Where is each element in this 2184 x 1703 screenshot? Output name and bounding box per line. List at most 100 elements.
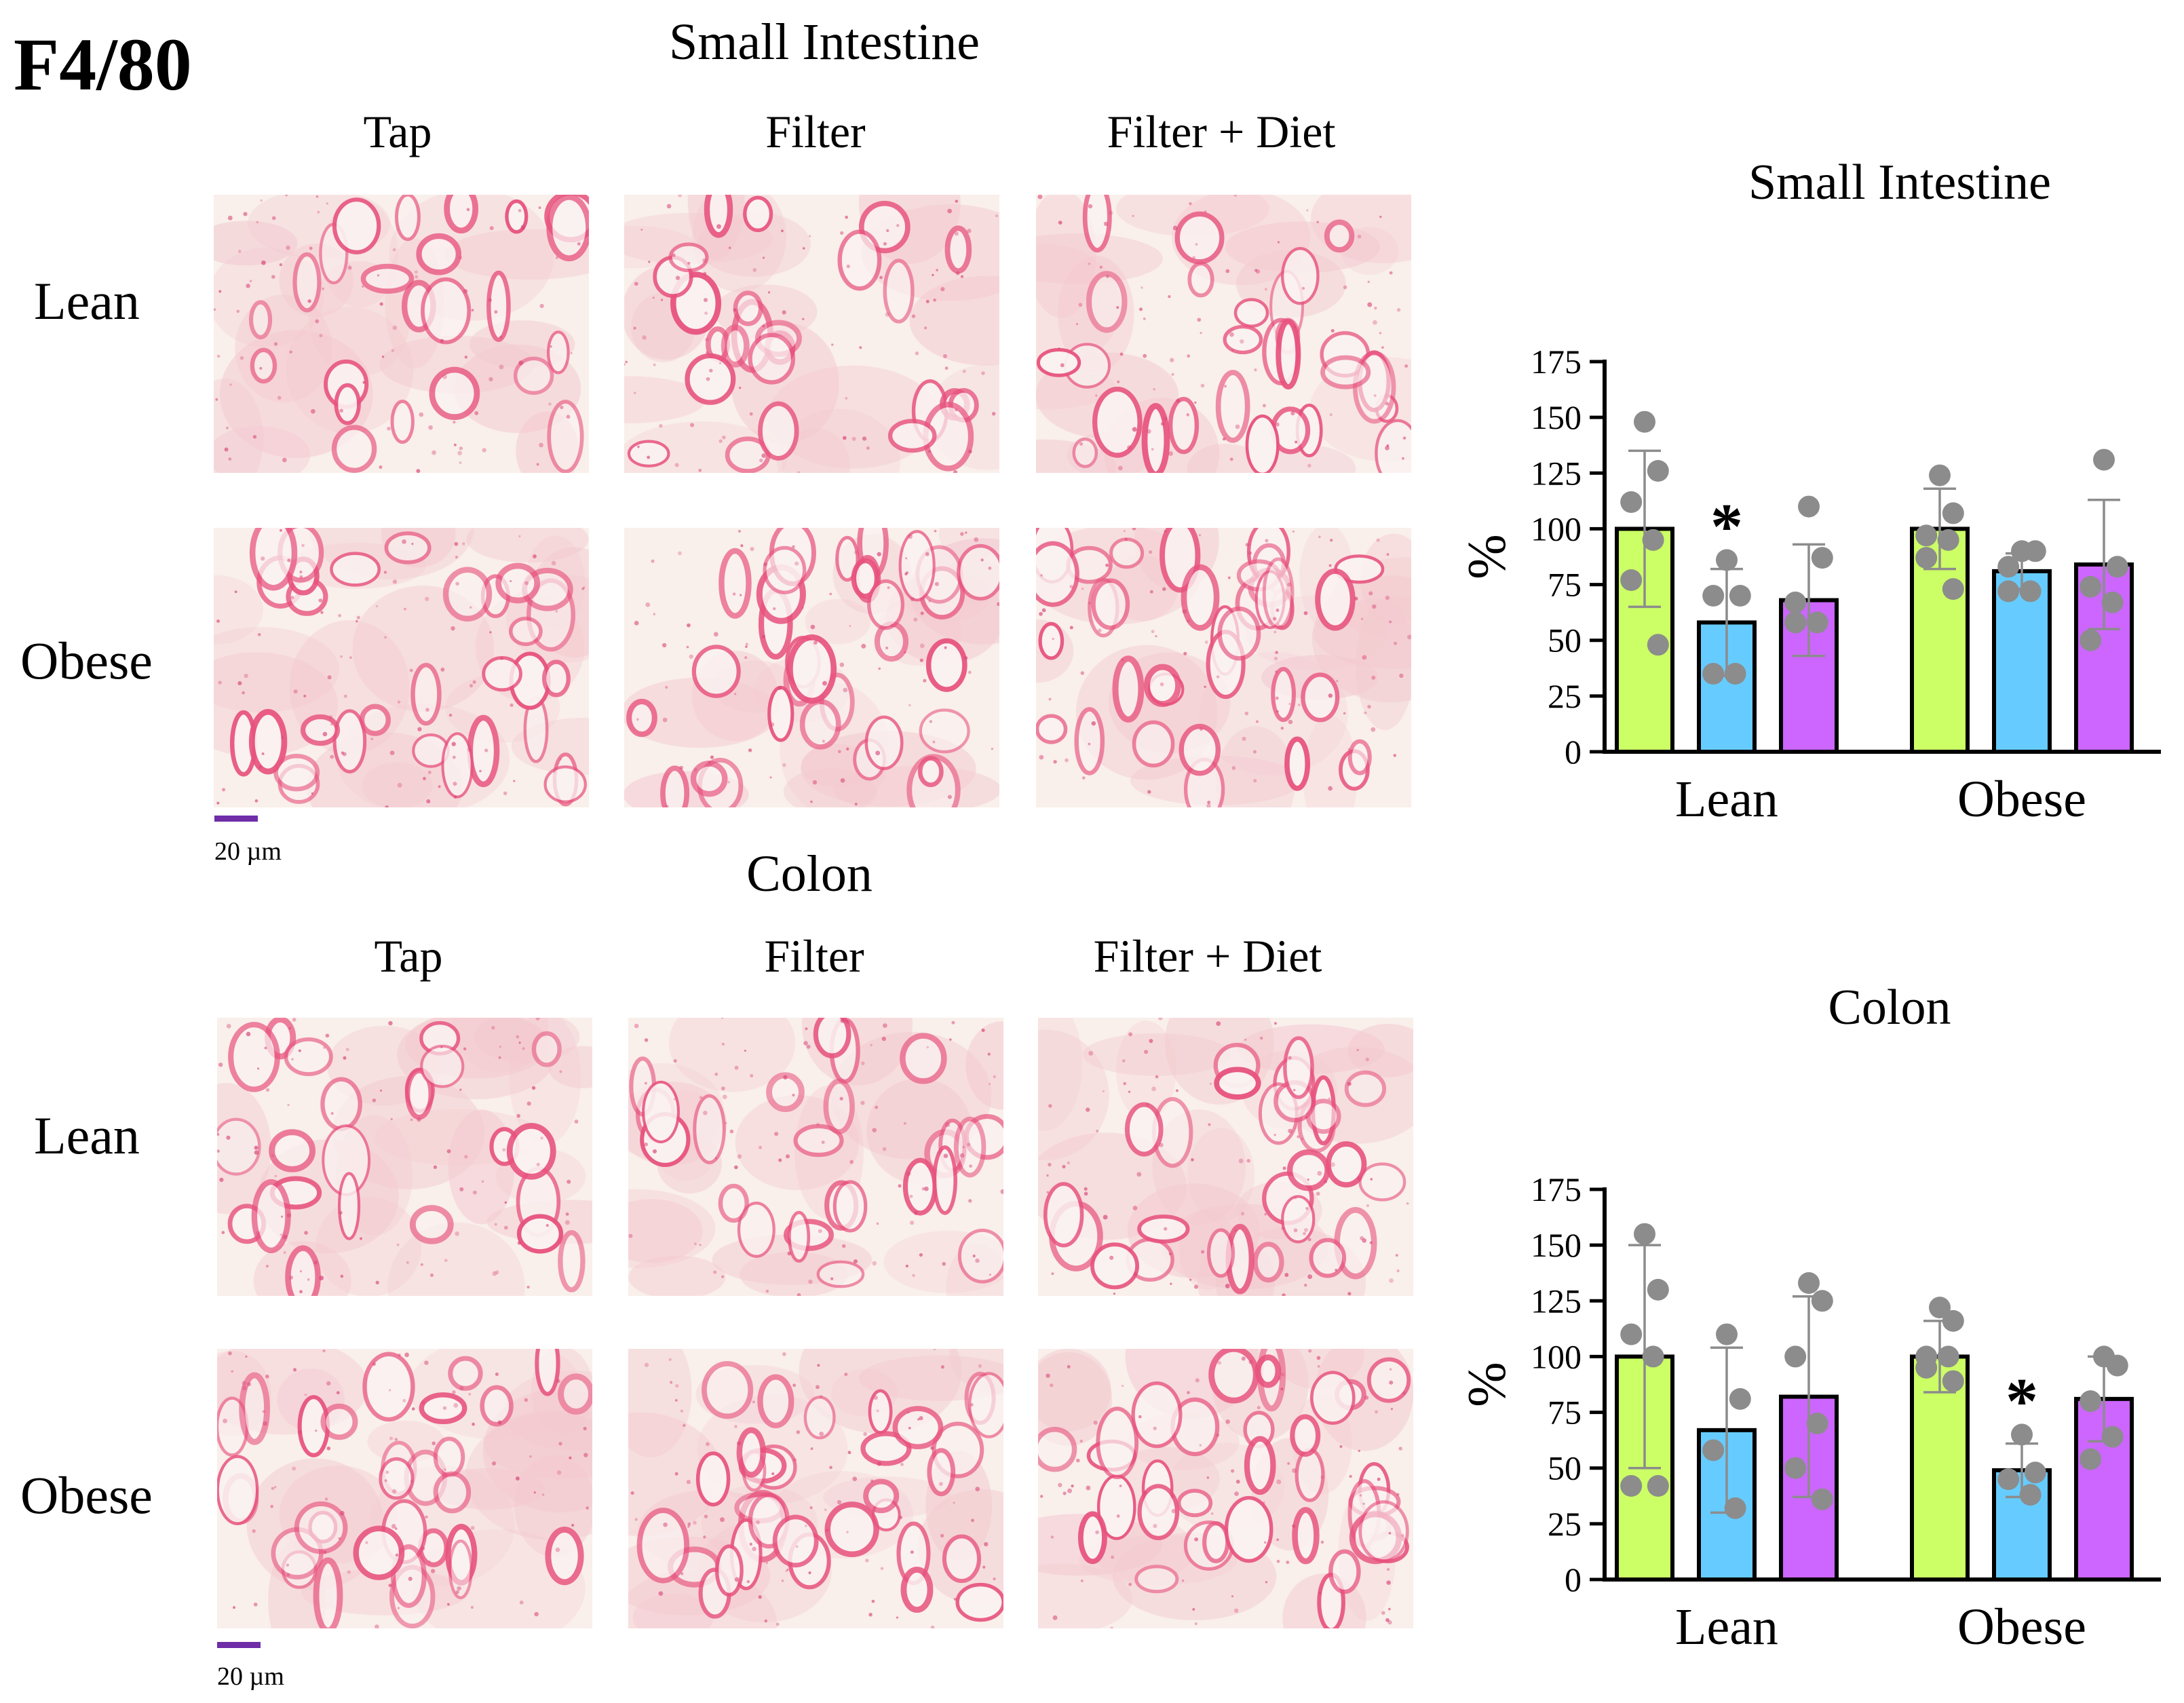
micrograph-si-obese-tap xyxy=(214,528,589,807)
si-data-point xyxy=(2106,556,2128,578)
row-label-lean-colon: Lean xyxy=(34,1106,140,1165)
micrograph-colon-obese-filter-diet xyxy=(1038,1349,1413,1628)
micrograph-si-lean-filter-diet xyxy=(1036,195,1411,473)
colon-data-point xyxy=(1942,1370,1964,1392)
colon-data-point xyxy=(2019,1484,2042,1506)
micrograph-colon-lean-filter xyxy=(628,1018,1003,1296)
chart-colon: 0 25 50 75 100 125 150 175% Lean Obese * xyxy=(1457,1170,2161,1656)
colon-data-point xyxy=(1811,1290,1833,1312)
colon-data-point xyxy=(2101,1425,2124,1448)
colon-category-label-obese: Obese xyxy=(1957,1599,2086,1656)
si-data-point xyxy=(1942,578,1964,600)
section-title-colon: Colon xyxy=(746,845,873,902)
si-data-point xyxy=(2101,591,2124,613)
colon-data-point xyxy=(1702,1439,1725,1461)
si-data-point xyxy=(1997,556,2020,578)
scale-bar-si xyxy=(214,816,258,822)
colon-data-point xyxy=(1647,1475,1669,1497)
si-data-point xyxy=(1634,410,1655,433)
section-title-small-intestine: Small Intestine xyxy=(668,14,980,71)
colon-data-point xyxy=(1724,1497,1746,1519)
colon-y-tick-label: 75 xyxy=(1548,1394,1582,1432)
si-data-point xyxy=(1702,663,1725,685)
micrograph-colon-obese-filter xyxy=(628,1349,1003,1628)
si-data-point xyxy=(2024,540,2046,562)
colon-y-tick-label: 100 xyxy=(1531,1337,1582,1375)
colon-data-point xyxy=(1811,1488,1833,1510)
si-data-point xyxy=(1915,547,1938,569)
scale-bar-colon xyxy=(217,1642,261,1648)
si-data-point xyxy=(1724,663,1746,685)
colon-data-point xyxy=(1997,1468,2020,1491)
col-label-tap-colon: Tap xyxy=(374,930,443,982)
micrograph-si-obese-filter xyxy=(624,528,999,807)
scale-bar-label-colon: 20 µm xyxy=(217,1662,284,1691)
colon-data-point xyxy=(1915,1356,1938,1379)
si-significance-asterisk: * xyxy=(1710,491,1743,563)
colon-data-point xyxy=(1620,1475,1643,1497)
si-y-tick-label: 0 xyxy=(1565,733,1582,771)
si-data-point xyxy=(2080,575,2102,598)
si-y-tick-label: 125 xyxy=(1531,454,1582,492)
colon-data-point xyxy=(1798,1272,1820,1294)
colon-category-label-lean: Lean xyxy=(1675,1599,1778,1656)
si-data-point xyxy=(1642,529,1664,551)
si-y-tick-label: 150 xyxy=(1531,398,1582,436)
colon-data-point xyxy=(2080,1390,2102,1413)
row-label-lean: Lean xyxy=(34,271,140,330)
colon-data-point xyxy=(1942,1309,1964,1332)
micrograph-colon-lean-filter-diet xyxy=(1038,1018,1413,1296)
colon-y-tick-label: 175 xyxy=(1531,1170,1582,1208)
si-y-tick-label: 100 xyxy=(1531,510,1582,548)
colon-data-point xyxy=(1634,1223,1655,1245)
colon-data-point xyxy=(1784,1457,1807,1479)
si-y-tick-label: 50 xyxy=(1548,621,1582,659)
colon-data-point xyxy=(2106,1354,2128,1377)
colon-y-tick-label: 25 xyxy=(1548,1505,1582,1543)
colon-data-point xyxy=(1784,1345,1807,1368)
si-data-point xyxy=(1997,580,2020,602)
colon-data-point xyxy=(1729,1388,1751,1410)
si-data-point xyxy=(2080,629,2102,651)
si-data-point xyxy=(1798,495,1820,518)
col-label-filter-colon: Filter xyxy=(764,930,864,982)
colon-data-point xyxy=(1806,1413,1828,1434)
colon-data-point xyxy=(1647,1278,1669,1301)
colon-y-tick-label: 0 xyxy=(1565,1561,1582,1599)
si-data-point xyxy=(1942,502,1964,524)
chart-title-small-intestine: Small Intestine xyxy=(1748,155,2051,210)
colon-data-point xyxy=(2011,1423,2033,1446)
col-label-tap: Tap xyxy=(363,106,432,157)
si-data-point xyxy=(1784,591,1807,613)
si-y-tick-label: 25 xyxy=(1548,677,1582,715)
si-bar-obese-1 xyxy=(1992,569,2052,754)
colon-y-tick-label: 50 xyxy=(1548,1449,1582,1487)
scale-bar-label-si: 20 µm xyxy=(214,837,282,866)
si-data-point xyxy=(2019,580,2042,602)
si-data-point xyxy=(1647,634,1669,656)
si-data-point xyxy=(1806,611,1828,634)
si-data-point xyxy=(1937,529,1959,551)
panel-label: F4/80 xyxy=(14,23,192,106)
si-y-tick-label: 75 xyxy=(1548,566,1582,604)
chart-small-intestine: 0 25 50 75 100 125 150 175% Lean Obese * xyxy=(1457,343,2161,828)
micrograph-si-lean-tap xyxy=(214,195,589,473)
si-data-point xyxy=(1620,569,1643,591)
colon-significance-asterisk: * xyxy=(2006,1365,2038,1438)
micrograph-si-lean-filter xyxy=(624,195,999,473)
colon-data-point xyxy=(1620,1323,1643,1345)
row-label-obese-colon: Obese xyxy=(20,1466,153,1525)
colon-y-tick-label: 125 xyxy=(1531,1282,1582,1320)
colon-y-tick-label: 150 xyxy=(1531,1226,1582,1264)
si-data-point xyxy=(1716,549,1738,571)
si-data-point xyxy=(1929,464,1951,486)
si-category-label-obese: Obese xyxy=(1957,771,2086,828)
si-data-point xyxy=(1647,460,1669,482)
chart-title-colon: Colon xyxy=(1828,980,1951,1035)
si-data-point xyxy=(1811,547,1833,569)
si-data-point xyxy=(1729,585,1751,607)
si-category-label-lean: Lean xyxy=(1675,771,1778,828)
colon-data-point xyxy=(2024,1461,2046,1484)
col-label-filter: Filter xyxy=(765,106,866,157)
col-label-filter-diet: Filter + Diet xyxy=(1107,106,1336,157)
